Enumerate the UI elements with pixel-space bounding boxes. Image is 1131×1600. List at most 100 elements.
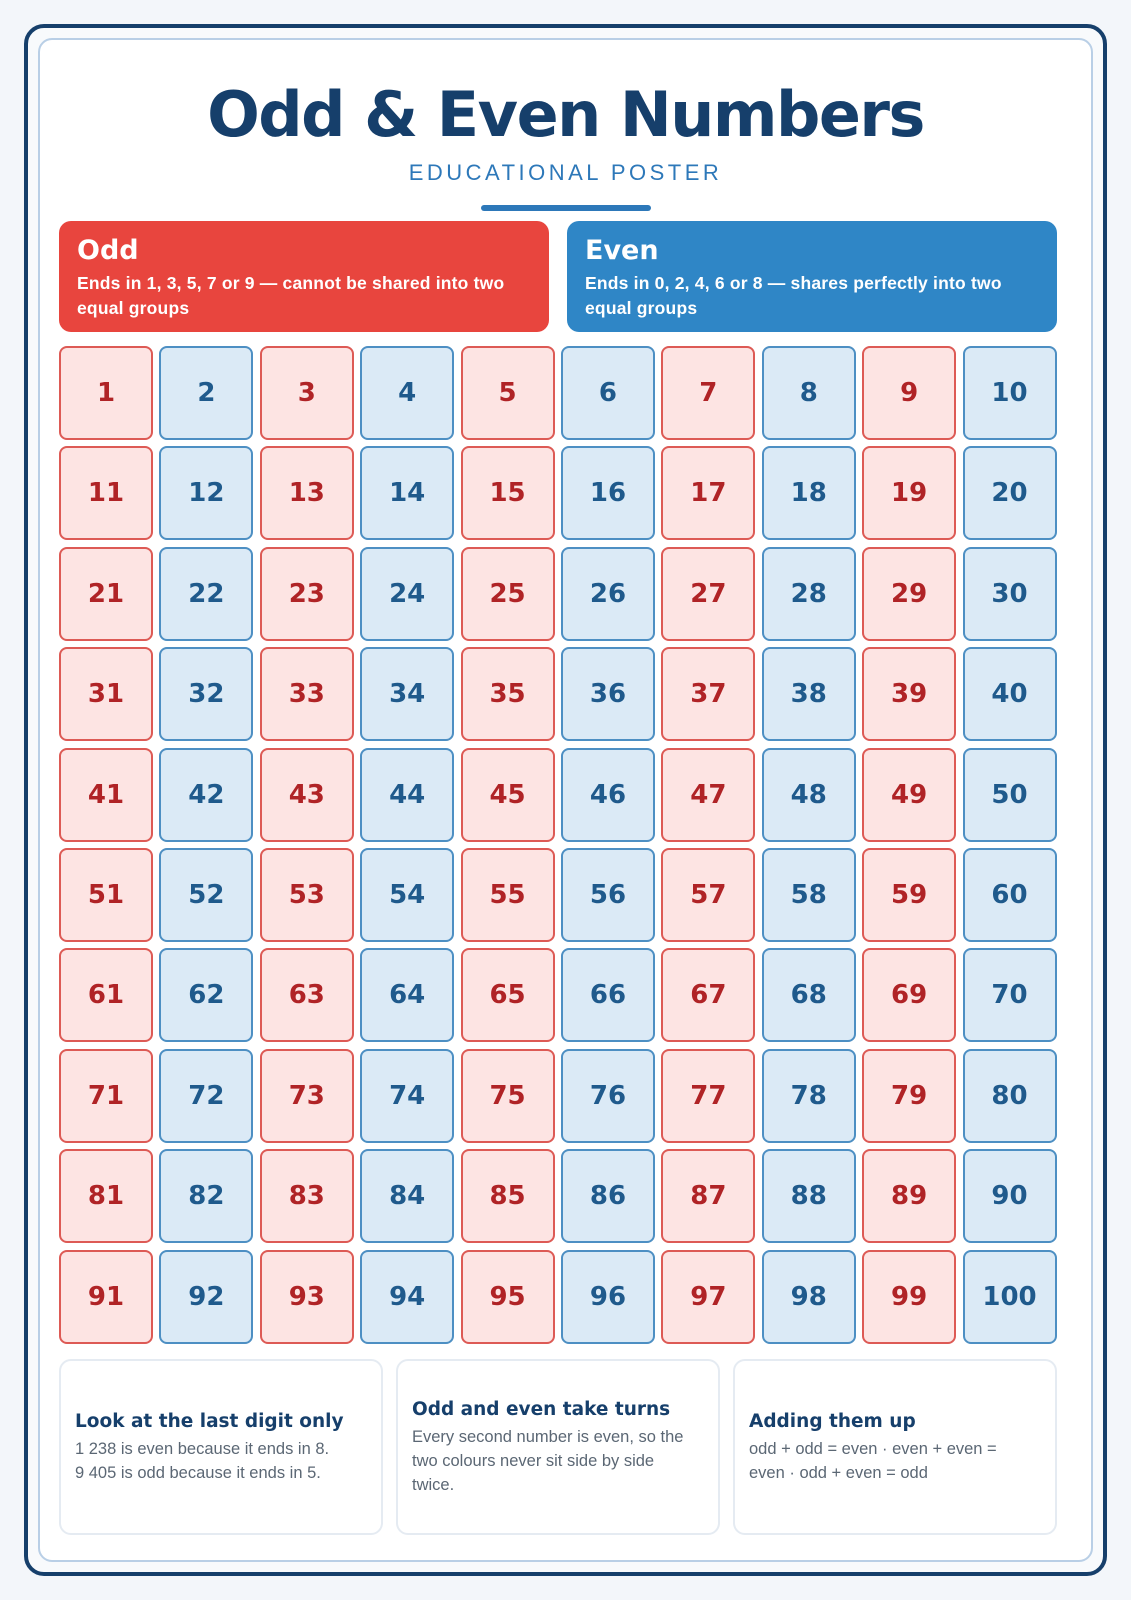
odd-number-cell: 13 [259,446,354,541]
even-number-cell: 12 [159,446,254,541]
odd-number-cell: 67 [661,948,756,1043]
odd-number-cell: 33 [259,647,354,742]
title-divider [480,205,651,211]
even-number-cell: 58 [761,847,856,942]
even-number-cell: 18 [761,446,856,541]
odd-number-cell: 39 [862,647,957,742]
odd-number-cell: 11 [59,446,153,541]
tip-card-take-turns: Odd and even take turns Every second num… [396,1359,720,1535]
even-number-cell: 34 [360,647,455,742]
even-number-cell: 72 [159,1048,254,1143]
even-number-cell: 52 [159,847,254,942]
odd-number-cell: 61 [59,948,153,1043]
even-number-cell: 14 [360,446,455,541]
odd-number-cell: 23 [259,546,354,641]
tip-line: even · odd + even = odd [749,1464,928,1482]
even-number-cell: 8 [761,346,856,440]
even-number-cell: 60 [962,847,1057,942]
odd-number-cell: 17 [661,446,756,541]
even-number-cell: 86 [560,1149,655,1244]
odd-number-cell: 51 [59,847,153,942]
odd-number-cell: 59 [862,847,957,942]
tip-title: Look at the last digit only [75,1411,344,1432]
odd-number-cell: 93 [259,1249,354,1344]
tip-title: Odd and even take turns [412,1399,671,1420]
odd-number-cell: 47 [661,747,756,842]
tip-text: Every second number is even, so the two … [412,1425,704,1497]
even-number-cell: 68 [761,948,856,1043]
even-number-cell: 4 [360,346,455,440]
even-number-cell: 98 [761,1249,856,1344]
odd-legend-card: Odd Ends in 1, 3, 5, 7 or 9 — cannot be … [59,221,549,332]
even-number-cell: 38 [761,647,856,742]
odd-number-cell: 85 [460,1149,555,1244]
odd-number-cell: 3 [259,346,354,440]
odd-number-cell: 15 [460,446,555,541]
even-number-cell: 74 [360,1048,455,1143]
odd-number-cell: 45 [460,747,555,842]
odd-number-cell: 77 [661,1048,756,1143]
tip-line: twice. [412,1476,455,1494]
odd-number-cell: 99 [862,1249,957,1344]
odd-number-cell: 73 [259,1048,354,1143]
odd-number-cell: 41 [59,747,153,842]
even-number-cell: 28 [761,546,856,641]
even-number-cell: 46 [560,747,655,842]
odd-number-cell: 75 [460,1048,555,1143]
odd-number-cell: 9 [862,346,957,440]
even-number-cell: 66 [560,948,655,1043]
even-legend-title: Even [585,235,659,266]
even-number-cell: 78 [761,1048,856,1143]
odd-number-cell: 89 [862,1149,957,1244]
even-number-cell: 10 [962,346,1057,440]
odd-number-cell: 21 [59,546,153,641]
odd-number-cell: 7 [661,346,756,440]
even-number-cell: 54 [360,847,455,942]
even-number-cell: 40 [962,647,1057,742]
tip-card-last-digit: Look at the last digit only 1 238 is eve… [59,1359,383,1535]
odd-legend-title: Odd [77,235,139,266]
odd-number-cell: 1 [59,346,153,440]
odd-number-cell: 83 [259,1149,354,1244]
even-number-cell: 76 [560,1048,655,1143]
odd-number-cell: 5 [460,346,555,440]
even-number-cell: 36 [560,647,655,742]
tip-card-adding: Adding them up odd + odd = even · even +… [733,1359,1057,1535]
even-number-cell: 16 [560,446,655,541]
even-number-cell: 96 [560,1249,655,1344]
tip-line: 9 405 is odd because it ends in 5. [75,1464,321,1482]
odd-number-cell: 25 [460,546,555,641]
odd-number-cell: 19 [862,446,957,541]
odd-number-cell: 49 [862,747,957,842]
hundred-number-grid: 1 2 3 4 5 6 7 8 9 10 11 12 13 14 15 16 17 18 19 20 21 22 23 24 2… [59,346,1057,1344]
odd-number-cell: 31 [59,647,153,742]
tip-line: two colours never sit side by side [412,1452,655,1470]
odd-number-cell: 91 [59,1249,153,1344]
tip-text: odd + odd = even · even + even = even · … [749,1437,1041,1485]
even-number-cell: 42 [159,747,254,842]
odd-number-cell: 55 [460,847,555,942]
even-number-cell: 70 [962,948,1057,1043]
poster-subtitle: EDUCATIONAL POSTER [408,160,723,185]
odd-number-cell: 43 [259,747,354,842]
even-number-cell: 32 [159,647,254,742]
even-number-cell: 100 [962,1249,1057,1344]
tip-text: 1 238 is even because it ends in 8. 9 40… [75,1437,367,1485]
odd-number-cell: 81 [59,1149,153,1244]
even-number-cell: 64 [360,948,455,1043]
odd-legend-text: Ends in 1, 3, 5, 7 or 9 — cannot be shar… [77,273,505,318]
tip-line: Every second number is even, so the [412,1428,684,1446]
even-number-cell: 26 [560,546,655,641]
even-legend-card: Even Ends in 0, 2, 4, 6 or 8 — shares pe… [567,221,1057,332]
odd-number-cell: 53 [259,847,354,942]
even-number-cell: 6 [560,346,655,440]
even-number-cell: 48 [761,747,856,842]
even-number-cell: 62 [159,948,254,1043]
even-number-cell: 20 [962,446,1057,541]
odd-number-cell: 87 [661,1149,756,1244]
even-number-cell: 80 [962,1048,1057,1143]
even-number-cell: 88 [761,1149,856,1244]
poster-frame: Odd & Even Numbers EDUCATIONAL POSTER Od… [24,24,1107,1576]
odd-number-cell: 37 [661,647,756,742]
even-number-cell: 94 [360,1249,455,1344]
